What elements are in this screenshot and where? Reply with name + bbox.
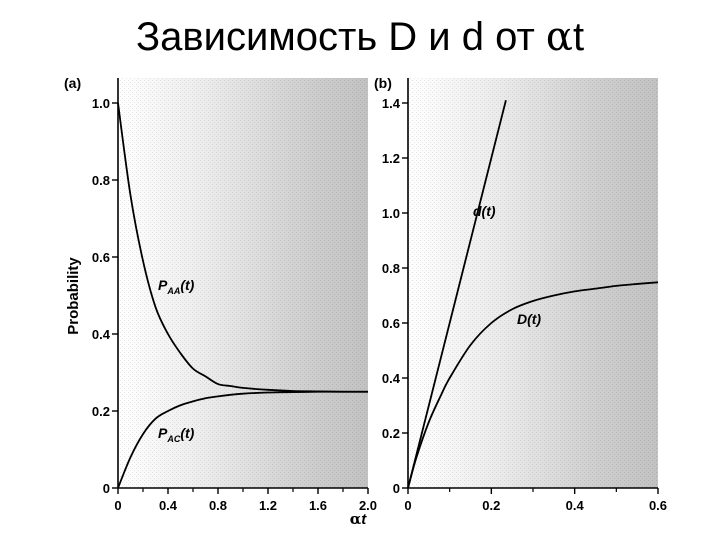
y-axis-title: Probability bbox=[65, 257, 82, 335]
y-tick-label: 0.8 bbox=[92, 173, 110, 188]
x-tick-label: 0 bbox=[114, 498, 121, 513]
plot-background-texture bbox=[408, 78, 658, 488]
series-line-d-t- bbox=[407, 100, 507, 489]
series-line-d-t- bbox=[407, 281, 659, 489]
y-tick-label: 0 bbox=[393, 481, 400, 496]
y-tick-label: 1.0 bbox=[92, 96, 110, 111]
y-tick-label: 0.6 bbox=[382, 316, 400, 331]
x-tick-label: 0.4 bbox=[159, 498, 178, 513]
title-alpha-symbol: α bbox=[545, 14, 573, 60]
panel-a: 0 0.2 0.4 0.6 0.8 1.0 0 0.4 0.8 1.2 1.6 2.0 (a) Proba… bbox=[64, 75, 377, 528]
x-tick-label: 0.6 bbox=[649, 498, 667, 513]
title-variable: t bbox=[572, 15, 585, 59]
slide-title: Зависимость D и d от αt bbox=[0, 12, 720, 62]
y-tick-label: 0.4 bbox=[92, 327, 111, 342]
x-tick-label: 0 bbox=[404, 498, 411, 513]
series-line-p-ac-t- bbox=[117, 390, 368, 489]
x-tick-label: 0.4 bbox=[566, 498, 585, 513]
series-label-d-t-: D(t) bbox=[517, 311, 541, 327]
title-text: Зависимость D и d от bbox=[135, 15, 546, 59]
panel-b: 0 0.2 0.4 0.6 0.8 1.0 1.2 1.4 0 0.2 0.4 0.6 (b) d(t) D… bbox=[374, 75, 667, 513]
y-tick-label: 0.4 bbox=[382, 371, 401, 386]
y-tick-label: 1.4 bbox=[382, 96, 401, 111]
series-label-p-ac-t-: PAC(t) bbox=[158, 425, 195, 444]
y-tick-label: 0.2 bbox=[92, 404, 110, 419]
x-tick-label: 0.2 bbox=[482, 498, 500, 513]
plot-background-texture bbox=[118, 78, 368, 488]
y-tick-label: 1.2 bbox=[382, 151, 400, 166]
x-axis-title: αt bbox=[350, 510, 368, 528]
y-tick-label: 0.2 bbox=[382, 426, 400, 441]
y-tick-label: 0 bbox=[103, 481, 110, 496]
y-tick-label: 1.0 bbox=[382, 206, 400, 221]
series-label-p-aa-t-: PAA(t) bbox=[158, 277, 195, 296]
panel-label: (a) bbox=[64, 75, 81, 91]
y-tick-label: 0.8 bbox=[382, 261, 400, 276]
series-label-d-t-: d(t) bbox=[473, 203, 496, 219]
x-tick-label: 1.6 bbox=[309, 498, 327, 513]
x-tick-label: 2.0 bbox=[359, 498, 377, 513]
x-tick-label: 0.8 bbox=[209, 498, 227, 513]
x-tick-label: 1.2 bbox=[259, 498, 277, 513]
panel-label: (b) bbox=[374, 75, 392, 91]
y-tick-label: 0.6 bbox=[92, 250, 110, 265]
